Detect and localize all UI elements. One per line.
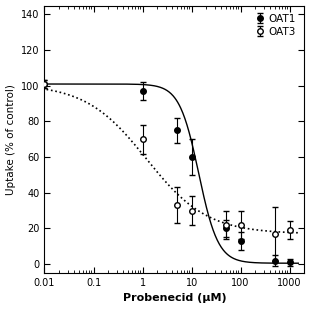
X-axis label: Probenecid (μM): Probenecid (μM) [123,294,226,303]
Legend: OAT1, OAT3: OAT1, OAT3 [253,11,299,40]
Y-axis label: Uptake (% of control): Uptake (% of control) [6,84,16,195]
